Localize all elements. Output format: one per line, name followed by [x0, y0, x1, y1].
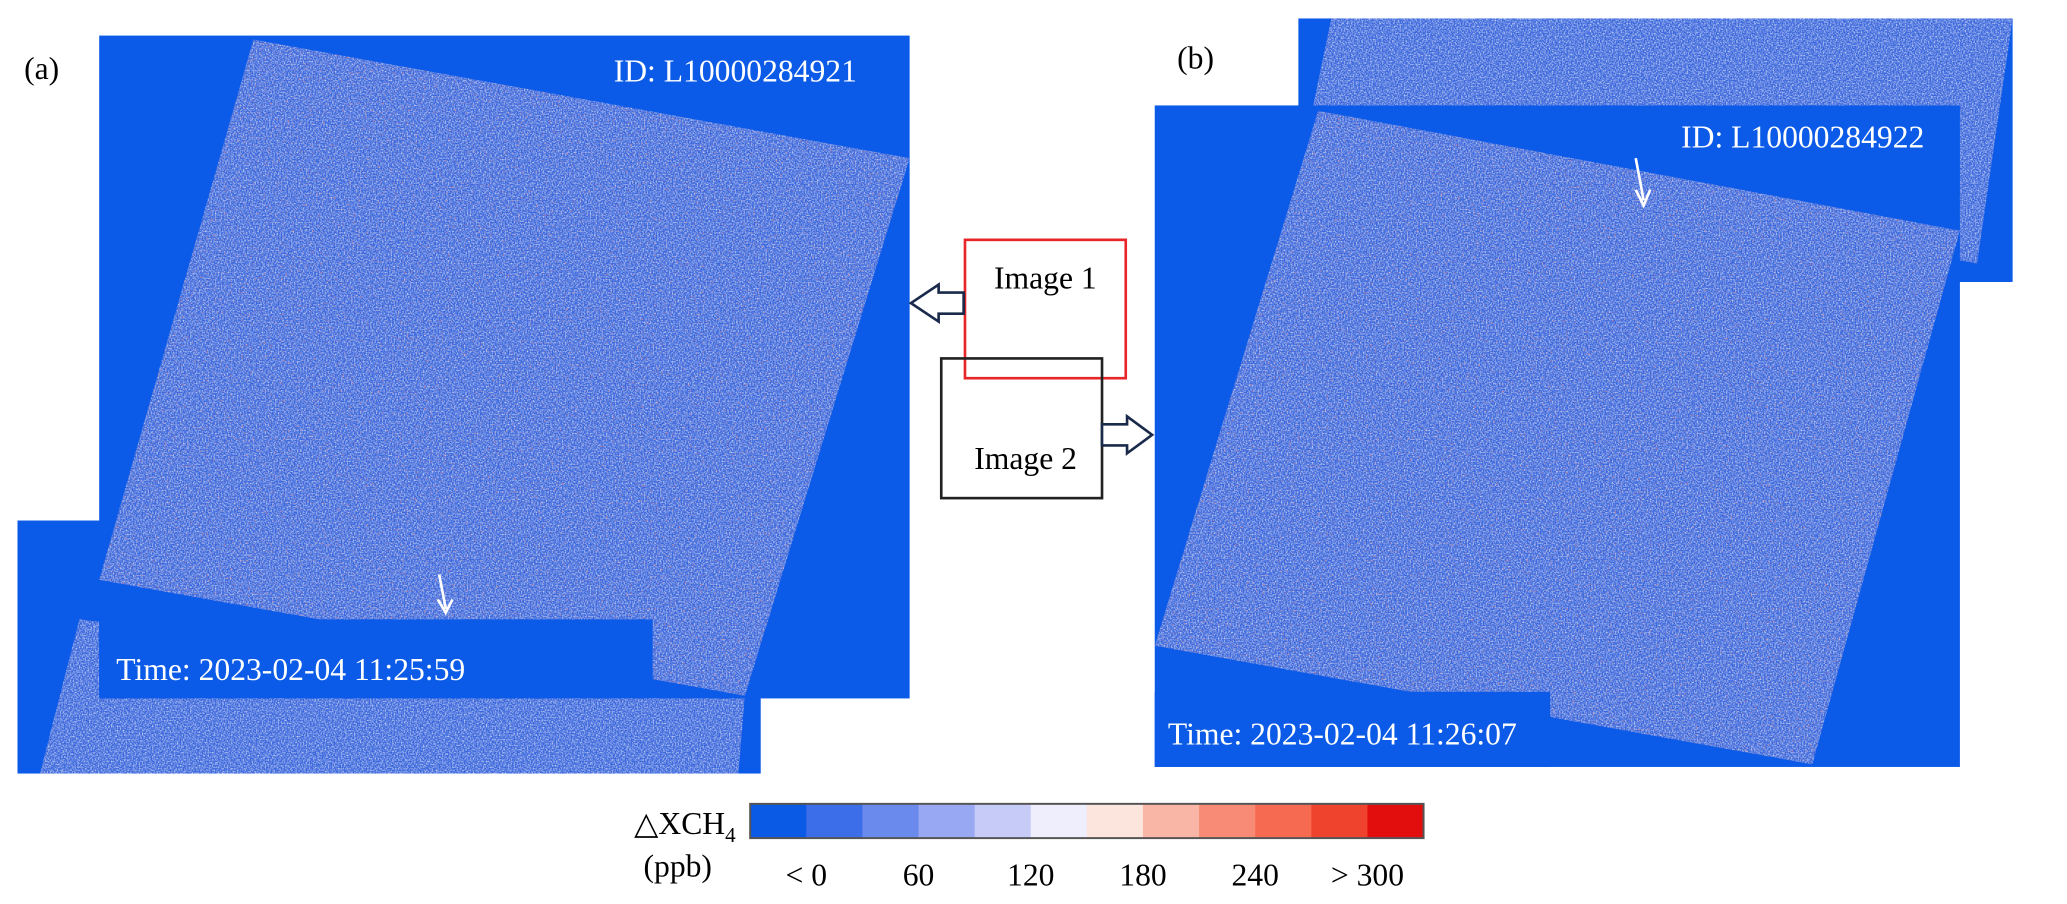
- arrow: [1634, 157, 1652, 209]
- scene-texture: [99, 39, 910, 696]
- arrow-right: [1100, 413, 1155, 456]
- label-box: [99, 619, 653, 696]
- panel-label: (b): [1177, 41, 1214, 76]
- panel-b: (b) ID: L10000284922 Time: 2023-02-04 11…: [1154, 18, 2013, 767]
- colorbar-cell: [1255, 803, 1312, 839]
- colorbar-tick-label: > 300: [1331, 858, 1404, 893]
- colorbar-cell: [806, 803, 864, 839]
- colorbar-label: △XCH4: [634, 806, 736, 847]
- scene-texture: [1154, 110, 1960, 765]
- colorbar-label-main: △XCH: [634, 806, 725, 841]
- label-box: [1154, 691, 1551, 767]
- scene-id: ID: L10000284921: [614, 54, 857, 89]
- colorbar: △XCH4 (ppb) < 0 60 120 180 240 > 300: [634, 802, 1425, 893]
- colorbar-tick-label: 120: [1007, 858, 1054, 893]
- colorbar-label-subscript: 4: [725, 823, 736, 847]
- colorbar-cell: [862, 803, 920, 839]
- colorbar-cell: [1142, 803, 1200, 839]
- colorbar-tick-label: 240: [1232, 858, 1279, 893]
- image2-label: Image 2: [974, 441, 1077, 476]
- inset: Image 1 Image 2: [908, 238, 1155, 500]
- scene-time: Time: 2023-02-04 11:25:59: [116, 652, 465, 687]
- arrow: [436, 574, 454, 616]
- image1-label: Image 1: [994, 261, 1097, 296]
- colorbar-cell: [1199, 803, 1256, 839]
- colorbar-cell: [1086, 803, 1144, 839]
- colorbar-cell: [750, 803, 807, 839]
- colorbar-tick-label: 60: [903, 858, 935, 893]
- scene-id: ID: L10000284922: [1681, 120, 1924, 155]
- colorbar-cell: [974, 803, 1032, 839]
- scene-time: Time: 2023-02-04 11:26:07: [1168, 717, 1517, 752]
- colorbar-unit: (ppb): [643, 848, 711, 883]
- colorbar-frame: [749, 802, 1425, 840]
- colorbar-cell: [1311, 803, 1369, 839]
- colorbar-cell: [1367, 803, 1425, 839]
- panel-a: (a) ID: L10000284921 Time: 2023-02-04 11…: [17, 35, 910, 774]
- colorbar-tick-label: 180: [1119, 858, 1166, 893]
- colorbar-tick-label: < 0: [786, 858, 828, 893]
- arrow-left: [908, 282, 965, 325]
- colorbar-cell: [1030, 803, 1088, 839]
- panel-label: (a): [24, 51, 59, 86]
- colorbar-cell: [918, 803, 976, 839]
